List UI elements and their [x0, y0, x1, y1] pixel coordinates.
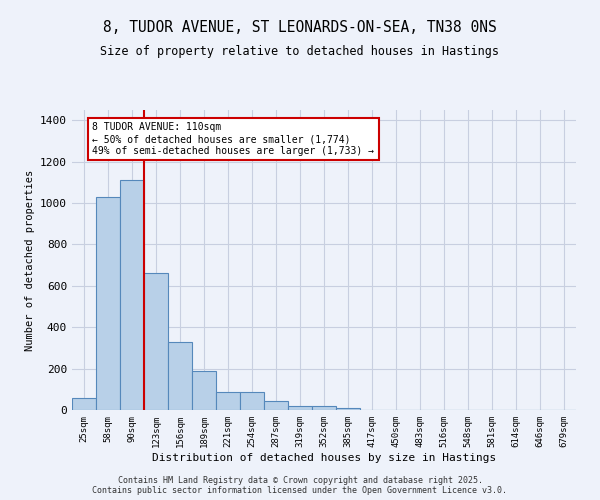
Bar	[96, 197, 120, 410]
Text: 8, TUDOR AVENUE, ST LEONARDS-ON-SEA, TN38 0NS: 8, TUDOR AVENUE, ST LEONARDS-ON-SEA, TN3…	[103, 20, 497, 35]
Bar	[288, 406, 312, 410]
Text: 8 TUDOR AVENUE: 110sqm
← 50% of detached houses are smaller (1,774)
49% of semi-: 8 TUDOR AVENUE: 110sqm ← 50% of detached…	[92, 122, 374, 156]
Bar	[120, 180, 144, 410]
Y-axis label: Number of detached properties: Number of detached properties	[25, 170, 35, 350]
Bar	[240, 392, 264, 410]
Bar	[192, 370, 216, 410]
Bar	[312, 406, 336, 410]
Bar	[168, 342, 192, 410]
Bar	[144, 274, 168, 410]
Bar	[72, 398, 96, 410]
Text: Size of property relative to detached houses in Hastings: Size of property relative to detached ho…	[101, 45, 499, 58]
Bar	[216, 392, 240, 410]
X-axis label: Distribution of detached houses by size in Hastings: Distribution of detached houses by size …	[152, 452, 496, 462]
Bar	[264, 400, 288, 410]
Bar	[336, 408, 360, 410]
Text: Contains HM Land Registry data © Crown copyright and database right 2025.
Contai: Contains HM Land Registry data © Crown c…	[92, 476, 508, 495]
